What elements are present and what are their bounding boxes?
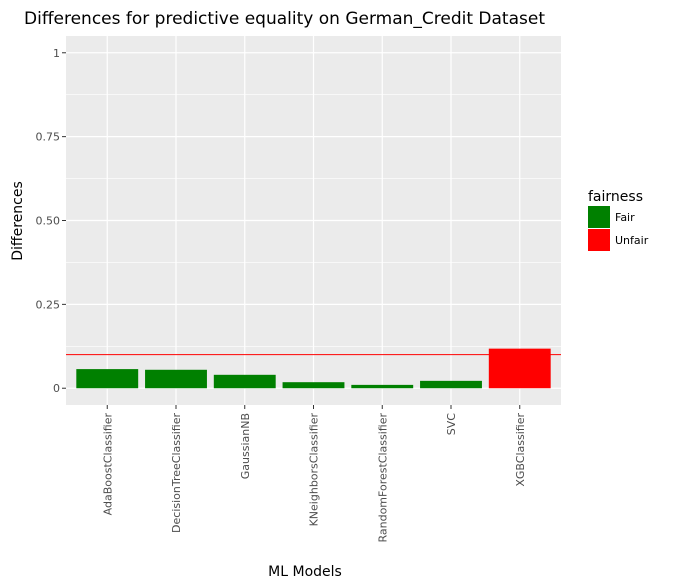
x-tick-label: RandomForestClassifier [376, 413, 389, 543]
bar-KNeighborsClassifier [282, 382, 345, 389]
bar-SVC [420, 380, 482, 389]
y-tick-label: 0.75 [36, 131, 61, 144]
y-axis: 0 0.25 0.50 0.75 1 [36, 47, 66, 395]
legend: fairness Fair Unfair [588, 189, 649, 251]
bar-DecisionTreeClassifier [145, 369, 207, 389]
legend-title: fairness [588, 189, 643, 205]
y-tick-label: 1 [53, 47, 60, 60]
x-tick-label: KNeighborsClassifier [308, 413, 321, 527]
x-tick-label: SVC [445, 413, 458, 436]
chart-title: Differences for predictive equality on G… [24, 9, 545, 29]
x-axis-title: ML Models [268, 564, 342, 580]
bars [76, 348, 551, 389]
x-tick-label: XGBClassifier [514, 413, 527, 487]
legend-label-unfair: Unfair [615, 234, 649, 247]
y-tick-label: 0.25 [36, 298, 61, 311]
y-axis-title: Differences [10, 181, 26, 260]
grid-lines [66, 36, 561, 405]
y-tick-label: 0.50 [36, 215, 61, 228]
legend-label-fair: Fair [615, 211, 635, 224]
bar-GaussianNB [213, 374, 276, 389]
x-tick-label: DecisionTreeClassifier [170, 413, 183, 533]
x-axis: AdaBoostClassifier DecisionTreeClassifier… [101, 405, 527, 543]
y-tick-label: 0 [53, 382, 60, 395]
bar-AdaBoostClassifier [76, 369, 139, 389]
legend-swatch-unfair [588, 229, 610, 251]
legend-swatch-fair [588, 206, 610, 228]
bar-RandomForestClassifier [351, 384, 414, 389]
bar-XGBClassifier [488, 348, 551, 389]
x-tick-label: GaussianNB [239, 413, 252, 479]
x-tick-label: AdaBoostClassifier [101, 413, 114, 516]
